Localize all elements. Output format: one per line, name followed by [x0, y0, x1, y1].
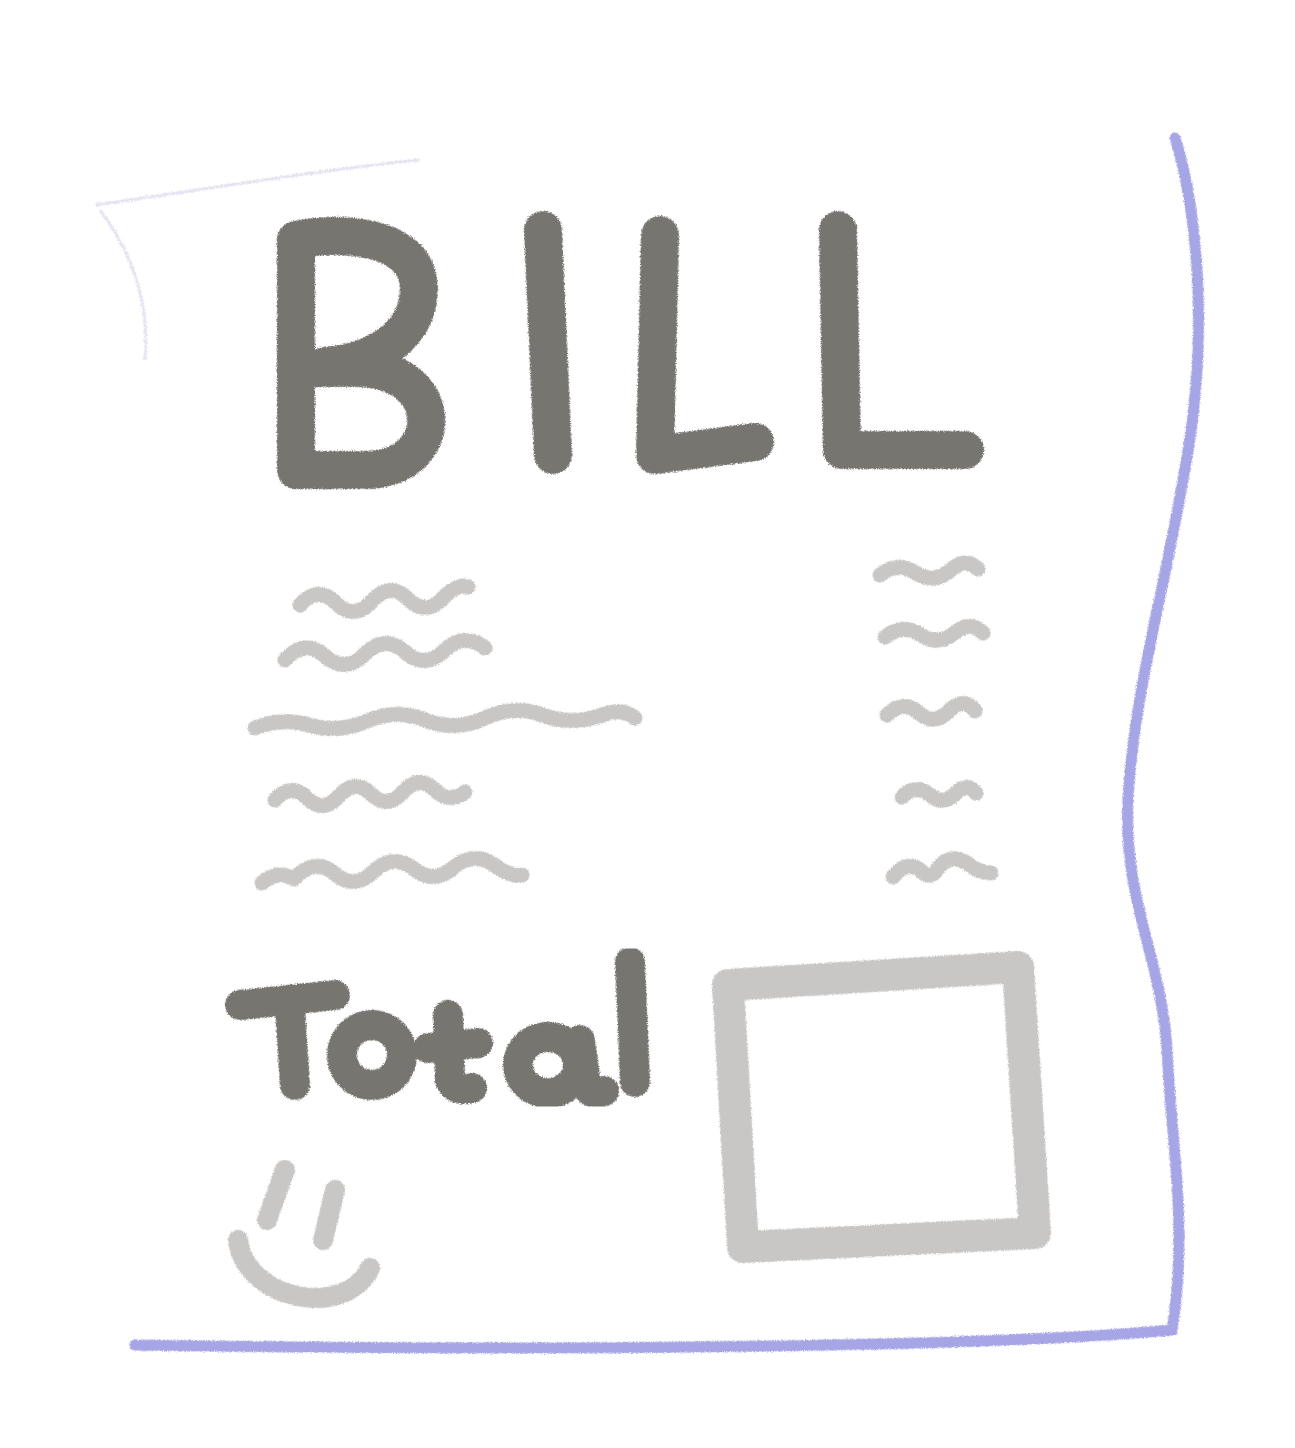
total-label-glyphs [225, 947, 650, 1108]
total-amount-box [712, 951, 1051, 1263]
price-scribbles-right [872, 555, 999, 885]
smiley-face-icon [228, 1160, 380, 1308]
bill-title-glyphs [277, 211, 984, 489]
paper-faint-edge [94, 158, 421, 361]
paper-edge-shadow [129, 132, 1204, 1354]
line-item-scribbles-left [247, 578, 643, 891]
